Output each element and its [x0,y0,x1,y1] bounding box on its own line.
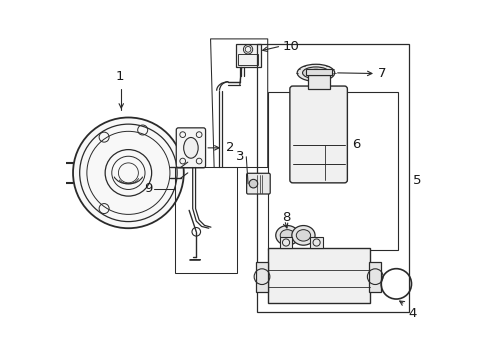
Text: 7: 7 [377,67,385,80]
Ellipse shape [275,226,298,245]
Text: 9: 9 [143,183,152,195]
Bar [309,237,323,248]
Text: 3: 3 [236,150,244,163]
Text: 10: 10 [282,40,299,53]
Text: 4: 4 [408,307,416,320]
Bar [307,75,329,89]
Ellipse shape [297,64,334,81]
Bar [368,262,380,292]
Ellipse shape [291,226,314,245]
Bar [235,44,260,67]
Ellipse shape [183,138,198,158]
Text: 8: 8 [282,211,290,224]
Text: 5: 5 [412,174,421,186]
Bar [237,54,258,65]
FancyBboxPatch shape [289,86,346,183]
Bar [306,69,331,75]
Bar [267,248,369,303]
Ellipse shape [296,230,310,241]
Text: 6: 6 [351,138,359,151]
FancyBboxPatch shape [246,173,270,194]
Ellipse shape [280,230,294,241]
Text: 2: 2 [225,141,234,154]
Circle shape [248,179,257,188]
FancyBboxPatch shape [176,128,205,168]
Circle shape [73,117,183,228]
Bar [267,93,397,249]
Bar [256,262,268,292]
Ellipse shape [302,67,328,79]
Text: 1: 1 [115,70,123,83]
Bar [257,44,408,312]
Bar [175,167,237,273]
Bar [279,237,292,248]
